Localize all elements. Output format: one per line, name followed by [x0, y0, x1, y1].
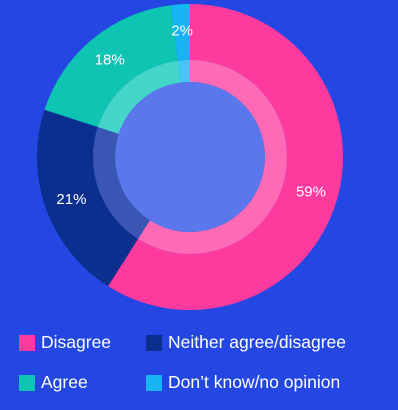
legend-swatch-dont-know [146, 375, 162, 391]
legend-label-neither: Neither agree/disagree [168, 332, 347, 353]
inner-ring [93, 60, 287, 254]
slice-inner-neither-agree-disagree [93, 127, 150, 239]
slice-outer-don-t-know-no-opinion [170, 4, 190, 61]
slice-label-neither-agree-disagree: 21% [56, 191, 86, 208]
legend-row-1: Disagree Neither agree/disagree [19, 330, 394, 356]
slice-label-disagree: 59% [296, 184, 326, 201]
legend-swatch-agree [19, 375, 35, 391]
legend-label-disagree: Disagree [41, 332, 112, 353]
slice-outer-agree [44, 5, 178, 128]
legend-item-disagree: Disagree [19, 334, 146, 352]
legend-swatch-disagree [19, 335, 35, 351]
legend: Disagree Neither agree/disagree Agree Do… [19, 330, 394, 410]
slice-outer-neither-agree-disagree [37, 109, 139, 287]
legend-item-agree: Agree [19, 374, 146, 392]
legend-item-dont-know: Don’t know/no opinion [146, 374, 340, 392]
donut-chart: 59% 21% 18% 2% [37, 4, 344, 310]
outer-ring [37, 4, 344, 310]
donut-center [115, 82, 265, 232]
legend-label-dont-know: Don’t know/no opinion [168, 372, 341, 393]
slice-inner-don-t-know-no-opinion [177, 60, 190, 83]
slice-label-agree: 18% [95, 51, 125, 68]
legend-item-neither: Neither agree/disagree [146, 334, 346, 352]
slice-outer-disagree [108, 4, 344, 310]
slice-inner-disagree [138, 60, 287, 254]
slice-inner-agree [97, 60, 181, 134]
legend-swatch-neither [146, 335, 162, 351]
slice-labels: 59% 21% 18% 2% [56, 23, 326, 208]
legend-label-agree: Agree [41, 372, 88, 393]
legend-row-2: Agree Don’t know/no opinion [19, 370, 394, 396]
slice-label-don-t-know-no-opinion: 2% [171, 23, 193, 40]
